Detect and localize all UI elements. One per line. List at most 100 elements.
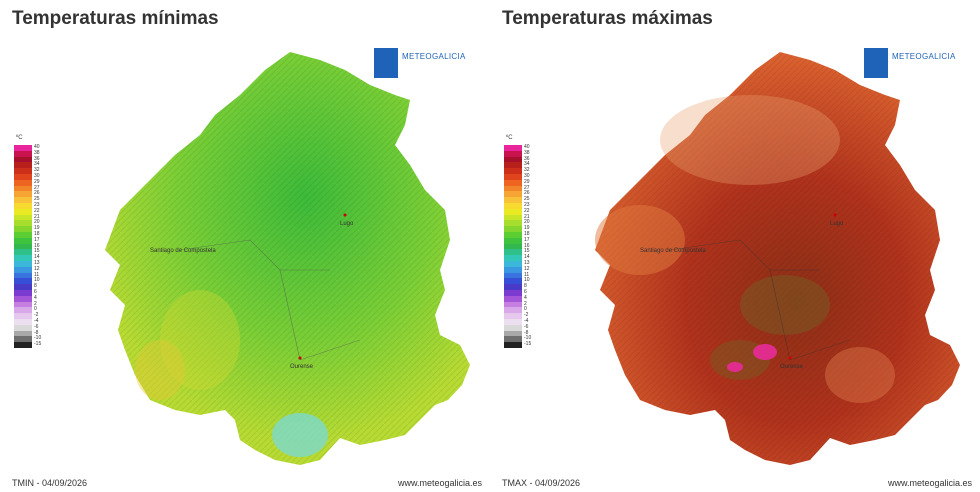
- legend-swatch: [14, 214, 32, 221]
- city-label: Lugo: [830, 221, 844, 227]
- legend-swatch: [504, 208, 522, 215]
- legend-row: 12: [14, 265, 46, 273]
- legend-swatch: [504, 214, 522, 221]
- legend-swatch: [504, 249, 522, 256]
- legend-row: 8: [14, 283, 46, 290]
- legend-unit: ºC: [16, 135, 23, 141]
- legend-swatch: [14, 324, 32, 331]
- legend-swatch: [504, 301, 522, 308]
- legend-row: 26: [504, 190, 536, 198]
- legend-label: 34: [34, 161, 40, 168]
- legend-label: 29: [34, 178, 40, 185]
- legend-label: -8: [524, 329, 529, 336]
- legend-swatch: [504, 168, 522, 174]
- legend-label: 0: [524, 306, 527, 313]
- legend-row: 13: [504, 259, 536, 267]
- legend-row: 30: [504, 173, 536, 180]
- legend-row: 11: [14, 272, 46, 279]
- legend-swatch: [504, 330, 522, 337]
- legend-label: 19: [524, 225, 530, 232]
- legend-swatch: [504, 284, 522, 290]
- legend-label: 18: [524, 230, 530, 237]
- legend-swatch: [504, 307, 522, 314]
- legend-label: 15: [524, 248, 530, 255]
- legend-swatch: [504, 237, 522, 244]
- legend-label: 22: [524, 207, 530, 214]
- legend-swatch: [14, 295, 32, 302]
- legend-row: 29: [504, 179, 536, 186]
- galicia-flag-icon: [374, 48, 398, 78]
- legend-row: 15: [14, 248, 46, 256]
- legend-swatch: [504, 173, 522, 180]
- legend-label: -4: [524, 317, 529, 324]
- legend-row: 20: [14, 219, 46, 227]
- legend-swatch: [504, 336, 522, 343]
- tmin-panel: Temperaturas mínimas METEOGALICIA Lugo S…: [12, 8, 482, 488]
- legend-row: 19: [504, 225, 536, 232]
- legend-swatch: [14, 156, 32, 163]
- tmin-date: TMIN - 04/09/2026: [12, 478, 88, 488]
- logo-text: METEOGALICIA: [402, 52, 466, 61]
- legend-row: 2: [504, 300, 536, 308]
- legend-swatch: [14, 255, 32, 261]
- legend-row: 25: [504, 196, 536, 203]
- legend-label: 13: [524, 259, 530, 266]
- legend-label: -2: [524, 312, 529, 319]
- legend-label: -10: [34, 335, 42, 342]
- legend-row: 23: [14, 202, 46, 209]
- legend-swatch: [14, 301, 32, 308]
- legend-swatch: [504, 255, 522, 261]
- tmax-title: Temperaturas máximas: [502, 8, 713, 29]
- legend-row: 36: [14, 155, 46, 163]
- legend-swatch: [504, 295, 522, 302]
- legend-label: 4: [524, 294, 527, 301]
- legend-row: 23: [504, 202, 536, 209]
- legend-label: -10: [524, 335, 532, 342]
- legend-label: 36: [34, 155, 40, 162]
- legend-swatch: [14, 260, 32, 267]
- legend-label: 15: [34, 248, 40, 255]
- legend-label: 2: [524, 300, 527, 307]
- legend-row: 40: [504, 144, 536, 151]
- legend-row: -15: [504, 341, 536, 348]
- legend-label: 25: [34, 196, 40, 203]
- legend-swatch: [14, 318, 32, 325]
- legend-label: 38: [524, 149, 530, 156]
- legend-label: 21: [524, 213, 530, 220]
- city-label: Lugo: [340, 221, 354, 227]
- legend-swatch: [14, 266, 32, 273]
- legend-swatch: [14, 237, 32, 244]
- legend-swatch: [14, 313, 32, 319]
- legend-row: 17: [14, 237, 46, 244]
- legend-row: 25: [14, 196, 46, 203]
- legend-label: 25: [524, 196, 530, 203]
- source-url: www.meteogalicia.es: [397, 478, 482, 488]
- legend-row: 30: [14, 172, 46, 180]
- legend-swatch: [14, 342, 32, 348]
- legend-label: 12: [34, 265, 40, 272]
- legend-row: -15: [14, 341, 46, 348]
- legend-swatch: [504, 313, 522, 319]
- legend-label: 10: [34, 277, 40, 284]
- legend-row: -2: [504, 312, 536, 319]
- legend-swatch: [14, 179, 32, 186]
- galicia-flag-icon: [864, 48, 888, 78]
- legend-row: -8: [504, 329, 536, 337]
- legend-row: -4: [14, 318, 46, 325]
- legend-row: 40: [14, 144, 46, 151]
- legend-swatch: [14, 202, 32, 209]
- legend-swatch: [504, 202, 522, 209]
- legend-swatch: [14, 150, 32, 157]
- legend-label: 8: [524, 283, 527, 290]
- legend-swatch: [14, 197, 32, 203]
- legend-label: 14: [34, 254, 40, 261]
- legend-label: 6: [524, 288, 527, 295]
- legend-row: 29: [14, 178, 46, 186]
- legend-label: 30: [34, 172, 40, 179]
- legend-swatch: [14, 284, 32, 290]
- tmin-map: Lugo Santiago de Compostela Ourense: [105, 52, 470, 465]
- legend-row: 0: [504, 306, 536, 314]
- legend-row: -6: [14, 324, 46, 331]
- legend-swatch: [504, 191, 522, 198]
- legend-label: 40: [524, 144, 530, 150]
